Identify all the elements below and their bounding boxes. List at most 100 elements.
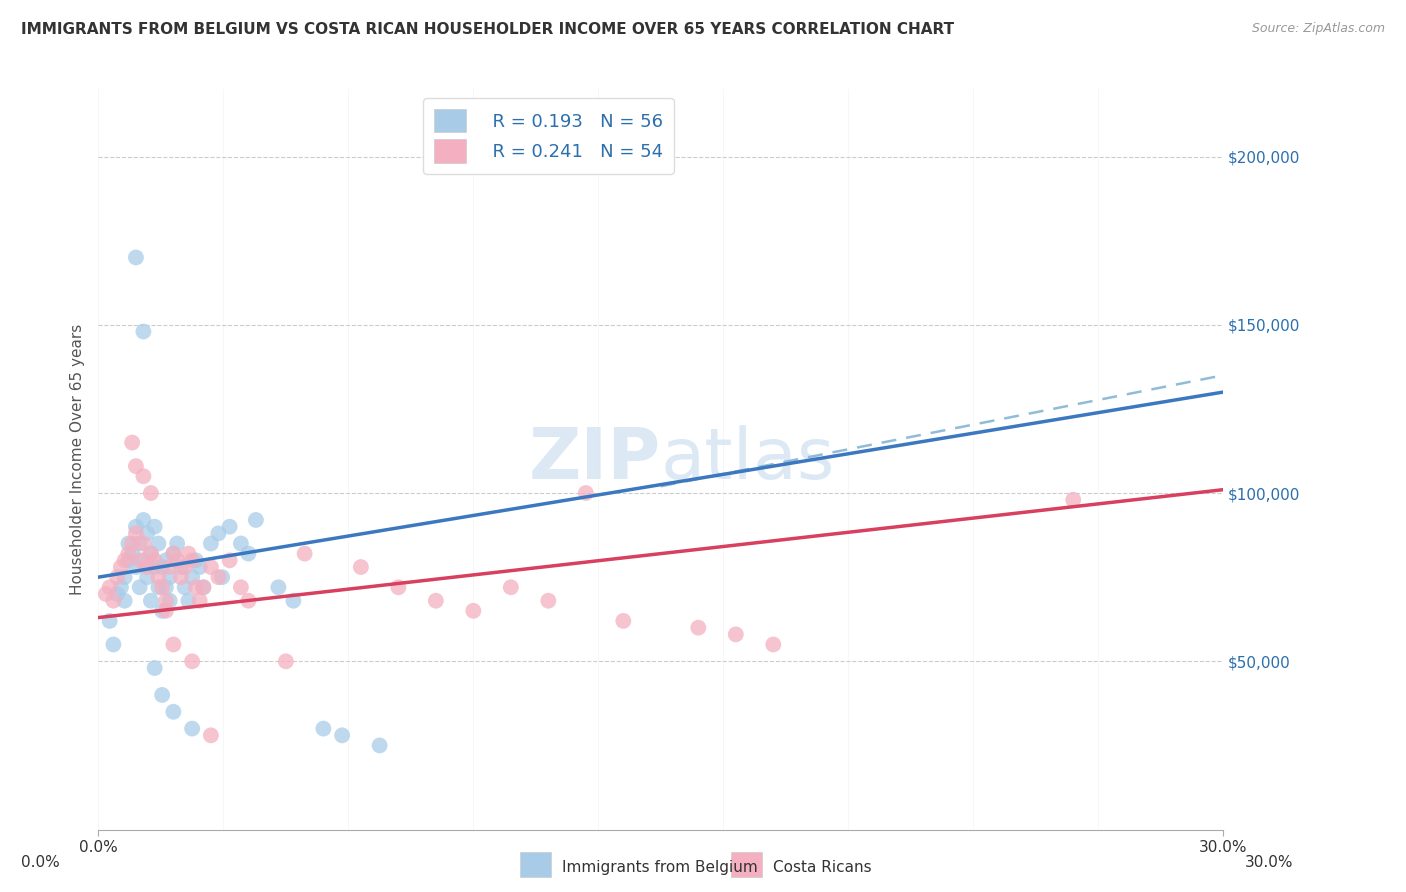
Point xyxy=(200,728,222,742)
Point xyxy=(724,627,747,641)
Point xyxy=(132,536,155,550)
Point xyxy=(114,593,136,607)
Point xyxy=(294,547,316,561)
Point xyxy=(283,593,305,607)
Point xyxy=(98,614,121,628)
Point xyxy=(125,459,148,474)
Point xyxy=(125,526,148,541)
Point xyxy=(143,553,166,567)
Point xyxy=(121,547,143,561)
Point xyxy=(274,654,297,668)
Point xyxy=(132,513,155,527)
Point xyxy=(162,705,184,719)
Text: Immigrants from Belgium: Immigrants from Belgium xyxy=(562,860,758,874)
Point xyxy=(200,560,222,574)
Point xyxy=(170,570,193,584)
Legend:   R = 0.193   N = 56,   R = 0.241   N = 54: R = 0.193 N = 56, R = 0.241 N = 54 xyxy=(423,98,673,174)
Point xyxy=(612,614,634,628)
Point xyxy=(312,722,335,736)
Point xyxy=(173,580,195,594)
Text: atlas: atlas xyxy=(661,425,835,494)
Point xyxy=(162,637,184,651)
Point xyxy=(125,519,148,533)
Point xyxy=(103,637,125,651)
Point xyxy=(110,560,132,574)
Point xyxy=(143,560,166,574)
Point xyxy=(94,587,117,601)
Point xyxy=(125,251,148,265)
Point xyxy=(499,580,522,594)
Point xyxy=(150,580,173,594)
Point xyxy=(155,604,177,618)
Point xyxy=(184,580,207,594)
Point xyxy=(184,553,207,567)
Text: ZIP: ZIP xyxy=(529,425,661,494)
Point xyxy=(114,570,136,584)
Point xyxy=(188,593,211,607)
Point xyxy=(170,560,193,574)
Point xyxy=(245,513,267,527)
Point xyxy=(121,435,143,450)
Point xyxy=(162,547,184,561)
Point xyxy=(229,580,252,594)
Point xyxy=(103,593,125,607)
Point xyxy=(162,547,184,561)
Point xyxy=(238,547,260,561)
Point xyxy=(350,560,373,574)
Point xyxy=(368,739,391,753)
Point xyxy=(537,593,560,607)
Point xyxy=(136,570,159,584)
Point xyxy=(181,722,204,736)
Point xyxy=(267,580,290,594)
Point xyxy=(155,580,177,594)
Point xyxy=(105,570,128,584)
Point xyxy=(177,547,200,561)
Point xyxy=(181,654,204,668)
Text: Source: ZipAtlas.com: Source: ZipAtlas.com xyxy=(1251,22,1385,36)
Point xyxy=(143,519,166,533)
Point xyxy=(218,553,240,567)
Text: Costa Ricans: Costa Ricans xyxy=(773,860,872,874)
Point xyxy=(159,570,181,584)
Point xyxy=(150,560,173,574)
Point xyxy=(105,587,128,601)
Point xyxy=(207,570,229,584)
Point xyxy=(463,604,485,618)
Point xyxy=(387,580,409,594)
Text: 0.0%: 0.0% xyxy=(21,855,60,870)
Point xyxy=(125,560,148,574)
Point xyxy=(425,593,447,607)
Point xyxy=(575,486,598,500)
Point xyxy=(139,547,162,561)
Point xyxy=(173,560,195,574)
Point xyxy=(117,553,139,567)
Point xyxy=(143,661,166,675)
Text: 30.0%: 30.0% xyxy=(1246,855,1294,870)
Point xyxy=(1062,492,1084,507)
Point xyxy=(117,547,139,561)
Point xyxy=(128,580,150,594)
Point xyxy=(193,580,215,594)
Point xyxy=(132,469,155,483)
Text: IMMIGRANTS FROM BELGIUM VS COSTA RICAN HOUSEHOLDER INCOME OVER 65 YEARS CORRELAT: IMMIGRANTS FROM BELGIUM VS COSTA RICAN H… xyxy=(21,22,955,37)
Point xyxy=(136,560,159,574)
Point xyxy=(121,536,143,550)
Point xyxy=(166,536,188,550)
Point xyxy=(150,688,173,702)
Point xyxy=(128,536,150,550)
Point xyxy=(155,593,177,607)
Point xyxy=(128,553,150,567)
Point xyxy=(110,580,132,594)
Point xyxy=(330,728,353,742)
Point xyxy=(166,553,188,567)
Point xyxy=(98,580,121,594)
Point xyxy=(148,580,170,594)
Point xyxy=(139,593,162,607)
Point xyxy=(114,553,136,567)
Point xyxy=(762,637,785,651)
Point xyxy=(193,580,215,594)
Point xyxy=(136,526,159,541)
Point xyxy=(229,536,252,550)
Point xyxy=(155,553,177,567)
Point xyxy=(211,570,233,584)
